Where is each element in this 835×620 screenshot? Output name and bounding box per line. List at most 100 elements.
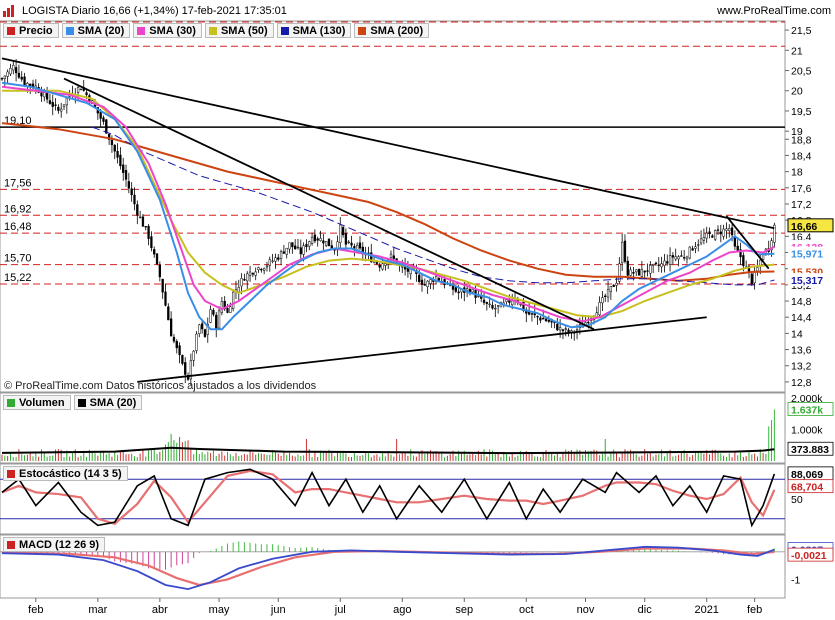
candle-body	[229, 306, 232, 313]
legend-swatch	[208, 26, 217, 35]
legend-swatch	[65, 26, 74, 35]
candle-body	[325, 241, 328, 246]
candle-body	[697, 244, 700, 246]
candle-body	[604, 295, 607, 297]
candle-body	[494, 307, 497, 310]
sma200-line	[1, 122, 775, 282]
candle-body	[358, 242, 362, 249]
candle-body	[285, 247, 288, 255]
legend-item-sma-20[interactable]: SMA (20)	[73, 395, 143, 410]
candle-body	[637, 269, 641, 276]
site-link[interactable]: www.ProRealTime.com	[717, 5, 831, 17]
candle-body	[294, 245, 297, 250]
candle-body	[649, 265, 652, 274]
legend-swatch	[7, 398, 15, 407]
candle-body	[739, 249, 742, 258]
chart-title: LOGISTA Diario 16,66 (+1,34%) 17-feb-202…	[22, 5, 287, 17]
candle-body	[773, 224, 776, 243]
candle-body	[265, 265, 269, 268]
legend-item-estoc-stico-14-3-5[interactable]: Estocástico (14 3 5)	[3, 466, 128, 481]
candle-body	[756, 267, 759, 272]
candle-body	[423, 284, 426, 286]
volume-tick-label: 373.883	[791, 444, 829, 456]
volume-value-box	[787, 441, 834, 456]
price-tick-label: 13,6	[791, 345, 812, 357]
candle-body	[654, 262, 658, 264]
candle-body	[85, 92, 88, 96]
candle-body	[105, 119, 108, 134]
candle-body	[437, 277, 441, 281]
candle-body	[136, 204, 139, 216]
candle-body	[167, 306, 170, 321]
candle-body	[251, 273, 255, 275]
legend-swatch	[280, 26, 289, 35]
legend-label: SMA (130)	[292, 24, 346, 37]
candle-body	[384, 263, 387, 266]
legend-item-sma-200[interactable]: SMA (200)	[354, 23, 430, 38]
candle-body	[488, 303, 491, 306]
candle-body	[556, 323, 559, 331]
trendline	[137, 316, 707, 383]
candle-body	[344, 233, 348, 245]
candle-body	[601, 297, 604, 304]
candle-body	[254, 271, 257, 276]
candle-body	[626, 260, 629, 276]
candle-body	[243, 278, 246, 281]
x-tick-label: abr	[152, 604, 168, 616]
legend-item-precio[interactable]: Precio	[3, 23, 59, 38]
candle-body	[76, 87, 80, 93]
candle-body	[195, 333, 198, 351]
candle-body	[310, 236, 314, 244]
x-tick-label: oct	[519, 604, 534, 616]
legend-swatch	[7, 26, 15, 35]
candle-body	[127, 181, 130, 189]
candle-body	[200, 323, 204, 330]
candle-body	[711, 235, 714, 238]
value-tag-label: 15,317	[791, 275, 823, 287]
candle-body	[530, 313, 534, 315]
x-tick-label: feb	[747, 604, 762, 616]
prorealtime-logo-icon	[3, 5, 14, 17]
x-tick-label: ago	[393, 604, 411, 616]
candle-body	[169, 318, 173, 337]
candle-body	[606, 289, 610, 298]
legend-label: SMA (200)	[370, 24, 424, 37]
candle-body	[429, 279, 432, 284]
candle-body	[339, 224, 342, 243]
candle-body	[770, 240, 773, 251]
volume-value-box	[787, 402, 834, 416]
candle-body	[716, 229, 720, 231]
candle-body	[350, 242, 353, 246]
candle-body	[274, 257, 277, 262]
candle-body	[666, 261, 669, 264]
candle-body	[482, 299, 486, 303]
candle-body	[370, 252, 373, 263]
candle-body	[674, 256, 677, 260]
candle-body	[288, 242, 291, 250]
value-tag-box	[787, 218, 834, 233]
legend-item-sma-20[interactable]: SMA (20)	[61, 23, 131, 38]
legend-item-sma-30[interactable]: SMA (30)	[133, 23, 202, 38]
value-tag-label: 16,66	[791, 221, 817, 233]
legend-label: SMA (50)	[220, 24, 268, 37]
candle-body	[20, 76, 23, 80]
legend-item-macd-12-26-9[interactable]: MACD (12 26 9)	[3, 537, 106, 552]
candle-body	[119, 154, 122, 167]
candle-body	[181, 355, 184, 364]
legend-swatch	[7, 540, 15, 549]
legend-item-sma-50[interactable]: SMA (50)	[204, 23, 274, 38]
candle-body	[248, 271, 252, 276]
legend-item-volumen[interactable]: Volumen	[3, 395, 71, 410]
x-tick-label: sep	[455, 604, 473, 616]
candle-body	[623, 240, 627, 262]
candle-body	[657, 264, 660, 266]
candle-body	[305, 244, 308, 248]
legend-item-sma-130[interactable]: SMA (130)	[276, 23, 352, 38]
candle-body	[23, 76, 26, 86]
candle-body	[322, 240, 325, 244]
candle-body	[708, 231, 711, 235]
candle-body	[629, 269, 632, 276]
candle-body	[725, 228, 728, 231]
candle-body	[155, 253, 159, 265]
